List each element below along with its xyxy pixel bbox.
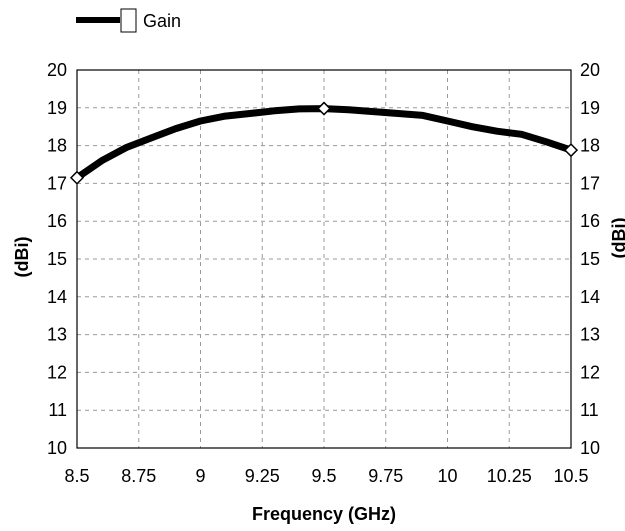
series-marker [69,170,85,185]
x-tick-label: 8.75 [121,466,156,486]
x-axis-title: Frequency (GHz) [252,504,396,524]
y-tick-label-left: 20 [47,60,67,80]
grid-layer [77,70,571,448]
series-layer [69,101,579,185]
y-tick-label-left: 19 [47,98,67,118]
y-tick-label-left: 16 [47,211,67,231]
x-tick-label: 10 [437,466,457,486]
y-tick-label-left: 13 [47,325,67,345]
x-tick-label: 9.5 [311,466,336,486]
y-axis-title-right: (dBi) [609,218,625,259]
y-tick-label-left: 15 [47,249,67,269]
series-marker [563,143,579,158]
y-tick-label-right: 18 [580,136,600,156]
y-tick-label-right: 20 [580,60,600,80]
y-tick-label-right: 14 [580,287,600,307]
x-tick-label: 8.5 [64,466,89,486]
y-tick-label-right: 15 [580,249,600,269]
x-tick-label: 10.5 [553,466,588,486]
y-tick-label-right: 16 [580,211,600,231]
y-tick-label-left: 17 [47,173,67,193]
x-tick-label: 10.25 [487,466,532,486]
legend[interactable]: Gain [76,8,181,33]
y-tick-label-left: 12 [47,362,67,382]
y-tick-label-right: 17 [580,173,600,193]
y-tick-label-right: 10 [580,438,600,458]
y-tick-label-left: 14 [47,287,67,307]
legend-label: Gain [143,11,181,31]
y-tick-label-right: 13 [580,325,600,345]
ticks-layer: 20 20 19 19 18 18 17 17 16 16 15 15 14 14 13 13 12 12 11 11… [47,60,600,486]
plot-frame [76,69,572,449]
legend-checkbox[interactable] [120,8,137,33]
y-tick-label-left: 10 [47,438,67,458]
y-tick-label-right: 12 [580,362,600,382]
x-tick-label: 9 [195,466,205,486]
y-axis-title-left: (dBi) [12,237,32,278]
x-tick-label: 9.75 [368,466,403,486]
y-tick-label-right: 19 [580,98,600,118]
x-tick-label: 9.25 [245,466,280,486]
y-tick-label-right: 11 [580,400,599,420]
y-tick-label-left: 18 [47,136,67,156]
y-tick-label-left: 11 [48,400,67,420]
series-marker [316,101,332,116]
